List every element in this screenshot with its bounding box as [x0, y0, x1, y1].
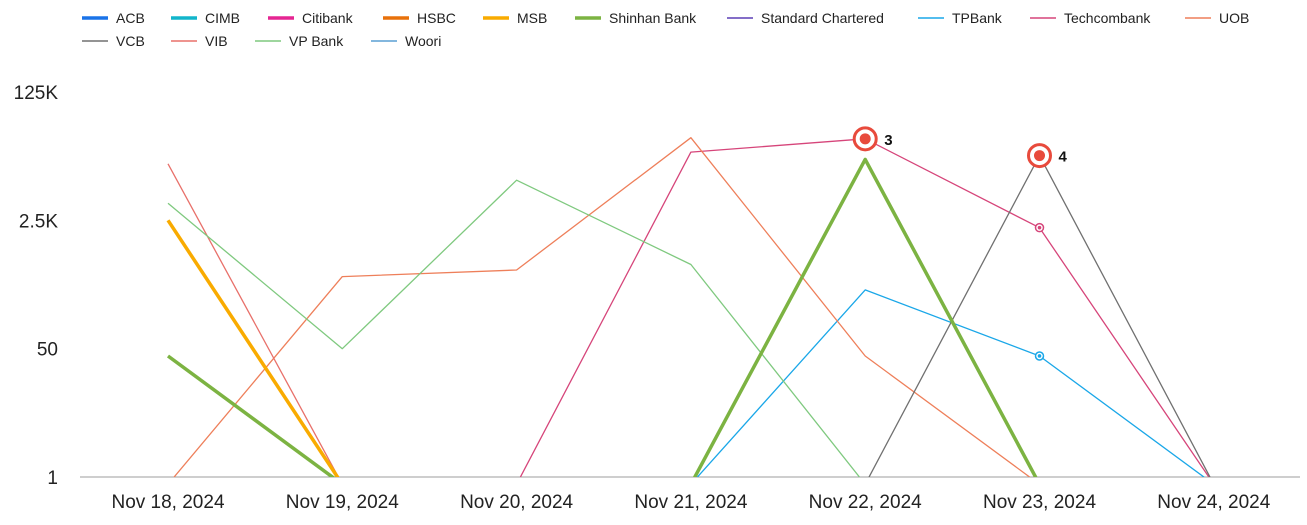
x-tick-label: Nov 19, 2024 — [286, 492, 399, 513]
x-tick-label: Nov 20, 2024 — [460, 492, 573, 513]
legend-item-vib[interactable]: VIB — [171, 33, 228, 49]
legend-label: ACB — [116, 10, 145, 26]
annotation-marker[interactable]: 4 — [1027, 143, 1068, 169]
y-axis: 1 50 2.5K 125K — [14, 83, 59, 489]
legend-label: HSBC — [417, 10, 456, 26]
data-point-marker-dot — [1037, 225, 1042, 230]
legend-item-techcombank[interactable]: Techcombank — [1030, 10, 1151, 26]
legend-label: TPBank — [952, 10, 1003, 26]
legend-item-msb[interactable]: MSB — [483, 10, 547, 26]
annotation-label: 3 — [884, 132, 892, 149]
markers: 34 — [852, 126, 1068, 361]
legend-label: Standard Chartered — [761, 10, 884, 26]
legend-item-cimb[interactable]: CIMB — [171, 10, 240, 26]
x-tick-label: Nov 18, 2024 — [111, 492, 224, 513]
legend-label: Techcombank — [1064, 10, 1151, 26]
x-tick-label: Nov 23, 2024 — [983, 492, 1096, 513]
annotation-marker[interactable]: 3 — [852, 126, 893, 152]
series-line-msb[interactable] — [166, 219, 342, 484]
series-line-shinhan-bank[interactable] — [166, 354, 342, 484]
legend-item-citibank[interactable]: Citibank — [268, 10, 354, 26]
series-line-vcb[interactable] — [865, 154, 1214, 485]
legend-item-vp-bank[interactable]: VP Bank — [255, 33, 344, 49]
series-line-vib[interactable] — [167, 163, 342, 485]
legend-label: Woori — [405, 33, 441, 49]
legend-label: VP Bank — [289, 33, 344, 49]
legend-label: CIMB — [205, 10, 240, 26]
legend-label: MSB — [517, 10, 547, 26]
x-tick-label: Nov 21, 2024 — [634, 492, 747, 513]
series-line-vp-bank[interactable] — [167, 179, 865, 484]
x-tick-label: Nov 22, 2024 — [809, 492, 922, 513]
data-point-marker-dot — [1037, 354, 1042, 358]
y-tick-label: 1 — [47, 468, 58, 489]
legend-label: Citibank — [302, 10, 354, 26]
legend-item-standard-chartered[interactable]: Standard Chartered — [727, 10, 884, 26]
x-axis: Nov 18, 2024 Nov 19, 2024 Nov 20, 2024 Nov … — [80, 476, 1300, 513]
legend-label: UOB — [1219, 10, 1249, 26]
annotation-dot — [1034, 150, 1045, 162]
annotation-dot — [859, 133, 871, 145]
y-tick-label: 2.5K — [19, 211, 58, 232]
legend-item-acb[interactable]: ACB — [82, 10, 145, 26]
x-tick-label: Nov 24, 2024 — [1157, 492, 1270, 513]
legend-item-uob[interactable]: UOB — [1185, 10, 1249, 26]
legend-label: VIB — [205, 33, 228, 49]
plot-area — [166, 137, 1214, 485]
legend-item-hsbc[interactable]: HSBC — [383, 10, 456, 26]
legend-item-shinhan-bank[interactable]: Shinhan Bank — [575, 10, 697, 26]
legend-item-vcb[interactable]: VCB — [82, 33, 145, 49]
legend-item-woori[interactable]: Woori — [371, 33, 441, 49]
y-tick-label: 125K — [14, 83, 59, 104]
legend-label: VCB — [116, 33, 145, 49]
y-tick-label: 50 — [37, 340, 58, 361]
series-line-uob[interactable] — [168, 137, 1040, 485]
legend[interactable]: ACB CIMB Citibank HSBC MSB Shinhan Bank Standa… — [82, 10, 1249, 49]
legend-item-tpbank[interactable]: TPBank — [918, 10, 1003, 26]
legend-label: Shinhan Bank — [609, 10, 697, 26]
annotation-label: 4 — [1059, 149, 1068, 166]
series-line-shinhan-bank[interactable] — [691, 157, 1040, 484]
